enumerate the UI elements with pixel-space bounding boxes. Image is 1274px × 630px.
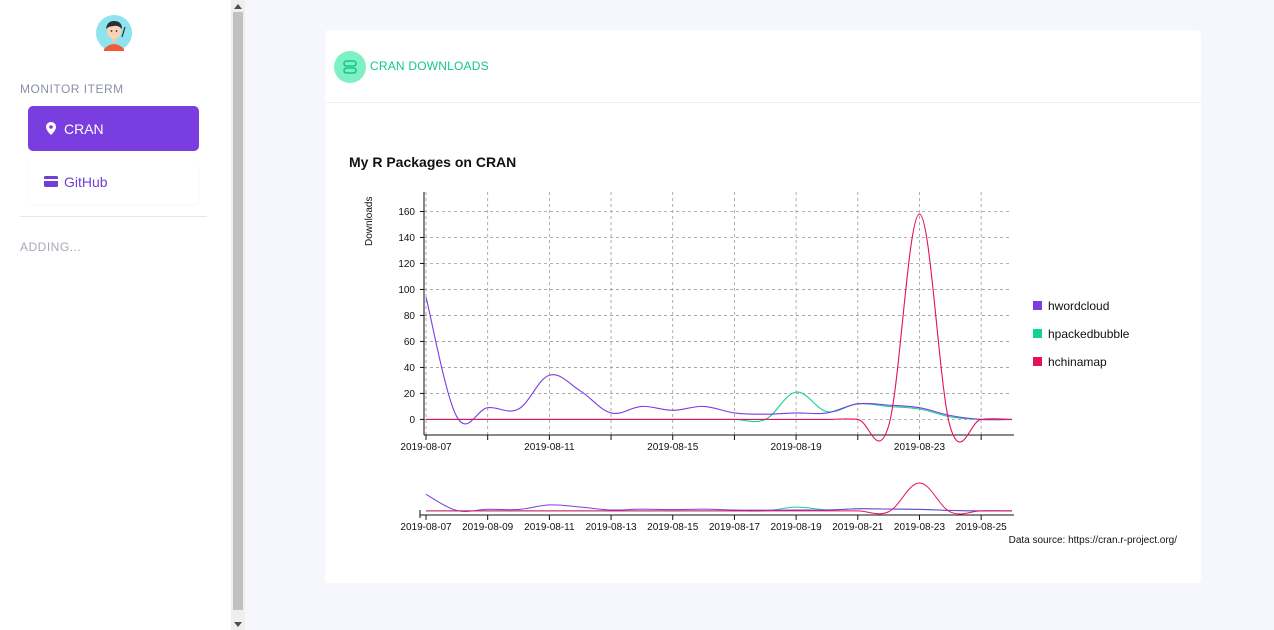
link-icon xyxy=(334,51,366,83)
credit-card-icon xyxy=(44,175,58,189)
card-title: CRAN DOWNLOADS xyxy=(370,59,489,73)
navigator-line-hwordcloud xyxy=(425,493,1013,513)
sidebar: MONITOR ITERM CRAN GitHub ADDING... xyxy=(0,0,231,630)
legend-swatch xyxy=(1033,357,1042,366)
navigator-tick-label: 2019-08-17 xyxy=(709,522,761,533)
legend-swatch xyxy=(1033,301,1042,310)
sidebar-item-label: CRAN xyxy=(64,120,104,137)
y-tick-label: 120 xyxy=(398,259,415,270)
scroll-down-arrow-icon[interactable] xyxy=(231,618,245,630)
series-line-hpackedbubble[interactable] xyxy=(426,391,1013,423)
legend-item-hwordcloud[interactable]: hwordcloud xyxy=(1048,299,1109,313)
scroll-up-arrow-icon[interactable] xyxy=(231,0,245,12)
y-axis-label: Downloads xyxy=(364,197,375,246)
y-tick-label: 60 xyxy=(404,337,416,348)
sidebar-item-cran[interactable]: CRAN xyxy=(28,106,199,151)
downloads-chart: My R Packages on CRAN Downloads 0 20 40 60 8… xyxy=(349,154,1178,546)
x-tick-label: 2019-08-19 xyxy=(771,442,823,453)
y-tick-label: 0 xyxy=(409,415,415,426)
legend-item-hchinamap[interactable]: hchinamap xyxy=(1048,355,1107,369)
navigator-tick-label: 2019-08-19 xyxy=(771,522,823,533)
navigator-tick-label: 2019-08-15 xyxy=(647,522,699,533)
y-tick-label: 100 xyxy=(398,285,415,296)
navigator-tick-label: 2019-08-11 xyxy=(524,522,575,533)
x-tick-label: 2019-08-07 xyxy=(400,442,452,453)
navigator-plot[interactable]: 2019-08-07 2019-08-09 2019-08-11 2019-08-13… xyxy=(400,482,1014,533)
sidebar-divider xyxy=(20,216,207,217)
y-tick-label: 140 xyxy=(398,233,415,244)
main-plot: 0 20 40 60 80 100 120 140 160 2019-08-07 2019-08-1… xyxy=(398,192,1014,453)
sidebar-item-github[interactable]: GitHub xyxy=(28,159,199,204)
navigator-tick-label: 2019-08-25 xyxy=(956,522,1008,533)
map-marker-icon xyxy=(44,122,58,136)
scroll-thumb[interactable] xyxy=(233,12,243,610)
navigator-tick-label: 2019-08-23 xyxy=(894,522,946,533)
grid xyxy=(424,192,1012,435)
series-line-hwordcloud[interactable] xyxy=(425,297,1013,425)
navigator-tick-label: 2019-08-21 xyxy=(832,522,884,533)
chart-title: My R Packages on CRAN xyxy=(349,154,516,170)
card-header: CRAN DOWNLOADS xyxy=(325,30,1201,103)
scrollbar[interactable] xyxy=(231,0,245,630)
sidebar-item-label: GitHub xyxy=(64,173,108,190)
navigator-tick-label: 2019-08-07 xyxy=(400,522,452,533)
series-line-hchinamap[interactable] xyxy=(426,213,1013,443)
x-tick-label: 2019-08-15 xyxy=(647,442,699,453)
avatar xyxy=(96,15,132,51)
cran-downloads-card: CRAN DOWNLOADS xyxy=(325,30,1201,583)
legend: hwordcloud hpackedbubble hchinamap xyxy=(1033,299,1130,369)
y-tick-label: 80 xyxy=(404,311,416,322)
adding-label: ADDING... xyxy=(20,240,82,254)
data-source-text: Data source: https://cran.r-project.org/ xyxy=(1009,535,1178,546)
legend-swatch xyxy=(1033,329,1042,338)
x-tick-label: 2019-08-23 xyxy=(894,442,946,453)
navigator-tick-label: 2019-08-13 xyxy=(585,522,637,533)
y-tick-label: 160 xyxy=(398,207,415,218)
y-tick-label: 40 xyxy=(404,363,416,374)
section-title: MONITOR ITERM xyxy=(20,82,124,96)
navigator-tick-label: 2019-08-09 xyxy=(462,522,514,533)
legend-item-hpackedbubble[interactable]: hpackedbubble xyxy=(1048,327,1130,341)
y-tick-label: 20 xyxy=(404,389,416,400)
navigator-line-hchinamap xyxy=(426,482,1013,515)
x-tick-label: 2019-08-11 xyxy=(524,442,575,453)
